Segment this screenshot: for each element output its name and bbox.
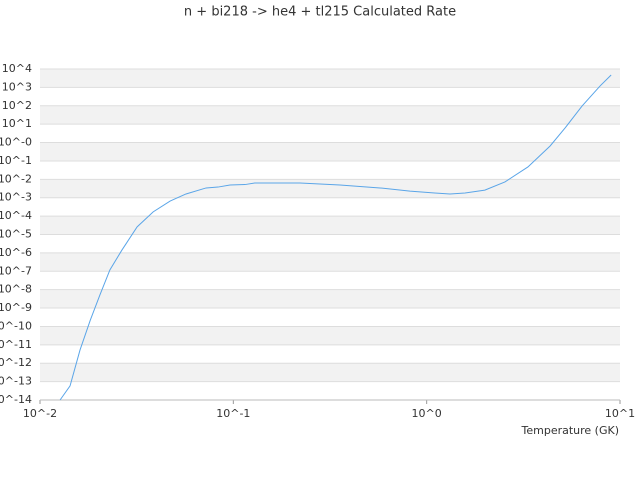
grid-band [40, 69, 620, 88]
x-axis-label: Temperature (GK) [521, 424, 620, 437]
grid-band [40, 289, 620, 309]
y-tick-label: 10^-5 [0, 228, 32, 241]
grid-band [40, 179, 620, 198]
y-tick-label: 10^-14 [0, 393, 32, 406]
y-tick-label: 10^-1 [0, 154, 32, 167]
grid-band [40, 363, 620, 382]
grid-band [40, 326, 620, 345]
grid-band [40, 216, 620, 235]
y-tick-label: 10^-10 [0, 319, 32, 332]
y-tick-label: 10^-4 [0, 209, 32, 222]
x-tick-label: 10^0 [412, 407, 442, 420]
y-tick-label: 10^-2 [0, 172, 32, 185]
y-tick-label: 10^4 [2, 62, 32, 75]
y-tick-label: 10^-8 [0, 283, 32, 296]
chart-title: n + bi218 -> he4 + tl215 Calculated Rate [184, 5, 456, 20]
grid-band [40, 105, 620, 125]
grid-band [40, 252, 620, 272]
y-tick-label: 10^-3 [0, 191, 32, 204]
y-tick-label: 10^-6 [0, 246, 32, 259]
y-tick-label: 10^-9 [0, 301, 32, 314]
y-tick-label: 10^-7 [0, 264, 32, 277]
data-line [59, 74, 612, 401]
y-tick-label: 10^-13 [0, 375, 32, 388]
x-tick-label: 10^1 [605, 407, 635, 420]
y-tick-label: 10^1 [2, 117, 32, 130]
x-tick-label: 10^-1 [216, 407, 250, 420]
y-tick-label: 10^-0 [0, 136, 32, 149]
y-tick-label: 10^-12 [0, 356, 32, 369]
y-tick-label: 10^3 [2, 80, 32, 93]
y-tick-label: 10^2 [2, 99, 32, 112]
x-tick-label: 10^-2 [23, 407, 57, 420]
grid-band [40, 142, 620, 161]
y-tick-label: 10^-11 [0, 338, 32, 351]
